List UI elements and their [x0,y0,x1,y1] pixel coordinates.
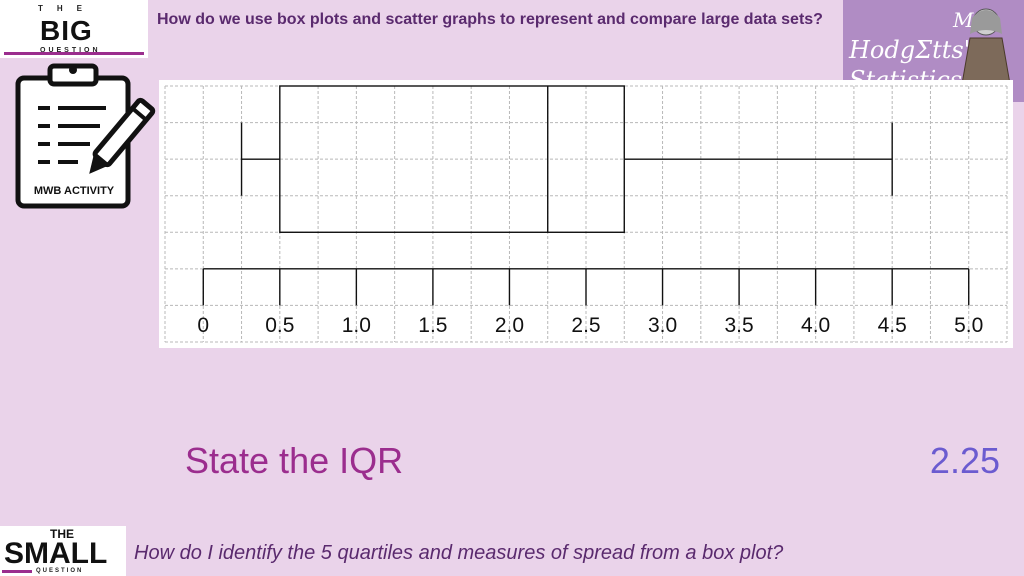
tick-label: 3.5 [724,314,753,337]
tick-label: 0 [197,314,209,337]
big-question-text: How do we use box plots and scatter grap… [157,11,823,28]
tick-label: 5.0 [954,314,983,337]
tick-label: 0.5 [265,314,294,337]
tick-label: 3.0 [648,314,677,337]
box-plot-chart: 0 0.5 1.0 1.5 2.0 2.5 3.0 3.5 4.0 4.5 5.0 [159,80,1013,348]
number-line: 0 0.5 1.0 1.5 2.0 2.5 3.0 3.5 4.0 4.5 5.0 [197,268,983,337]
big-logo-underline [4,52,144,55]
small-logo-word: SMALL [4,537,108,570]
task-prompt: State the IQR [185,440,404,481]
clipboard-pencil-icon [15,63,156,209]
big-logo-big: BIG [40,15,93,46]
tick-label: 1.5 [418,314,447,337]
box-plot-svg: 0 0.5 1.0 1.5 2.0 2.5 3.0 3.5 4.0 4.5 5.0 [164,85,1008,343]
big-logo-the: THE [38,4,96,13]
small-logo-underline [2,570,32,573]
big-logo-question: QUESTION [40,47,101,54]
mwb-activity-label: MWB ACTIVITY [33,185,115,197]
task-answer: 2.25 [929,440,1000,481]
small-logo-the: THE [50,527,74,541]
big-question-logo: THE BIG QUESTION [0,0,148,58]
small-question-text: How do I identify the 5 quartiles and me… [134,542,784,564]
tick-label: 1.0 [342,314,371,337]
small-question-logo: THE SMALL QUESTION [0,526,126,576]
big-logo-word: BIG [40,15,93,47]
tick-label: 2.0 [495,314,524,337]
tick-label: 4.0 [801,314,830,337]
tick-label: 4.5 [878,314,907,337]
small-logo-question: QUESTION [36,568,84,574]
box-and-whiskers [240,85,893,233]
mwb-activity: MWB ACTIVITY [10,60,156,212]
tick-label: 2.5 [571,314,600,337]
brand-line-2: HodgΣtts' [849,36,971,64]
